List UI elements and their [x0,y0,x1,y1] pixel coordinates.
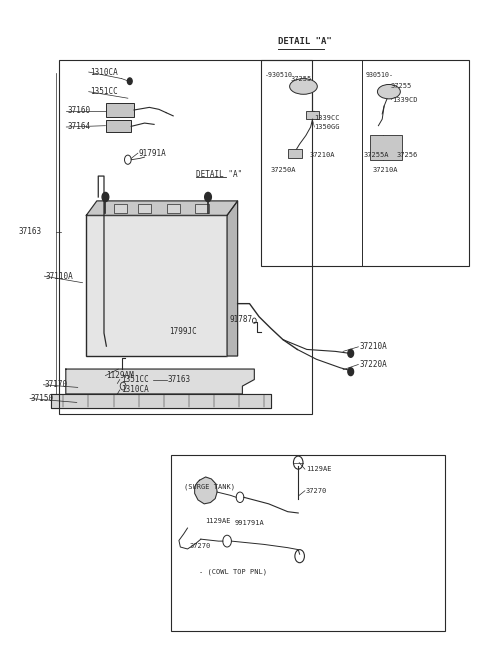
Text: 37220A: 37220A [360,360,387,369]
Circle shape [204,193,211,202]
Text: 1339CC: 1339CC [314,115,340,121]
Ellipse shape [289,79,317,95]
Text: 37270: 37270 [190,543,211,549]
Text: 37163: 37163 [18,227,41,236]
Ellipse shape [377,85,400,99]
Text: 1339CD: 1339CD [392,97,417,102]
Circle shape [348,368,354,376]
Bar [59,60,312,413]
Circle shape [102,193,109,202]
Text: 91787: 91787 [229,315,252,324]
Text: 37210A: 37210A [360,342,387,351]
Text: DETAIL "A": DETAIL "A" [278,37,332,46]
Text: 1129AE: 1129AE [306,466,331,472]
Text: 37256: 37256 [396,152,418,158]
Text: 37250A: 37250A [271,166,297,173]
Circle shape [127,78,132,85]
Polygon shape [51,394,271,408]
Text: 37110A: 37110A [45,271,73,281]
Text: 1310CA: 1310CA [120,386,148,394]
Bar [262,60,469,266]
Circle shape [348,350,354,357]
Polygon shape [195,477,217,504]
Text: 37210A: 37210A [372,166,398,173]
Text: 1129AM: 1129AM [107,371,134,380]
Polygon shape [227,201,238,356]
Text: 930510-: 930510- [365,72,394,78]
Polygon shape [66,369,254,394]
Text: 1129AE: 1129AE [205,518,231,524]
Bar [288,148,302,158]
Bar [167,204,180,213]
Bar [306,110,319,119]
Polygon shape [86,201,238,215]
Text: 37160: 37160 [67,106,90,115]
Text: 1351CC: 1351CC [120,375,148,384]
Bar [195,204,208,213]
Text: 37255: 37255 [390,83,411,89]
Text: 37170: 37170 [44,380,68,389]
Text: 37270: 37270 [306,487,327,494]
Text: 91791A: 91791A [139,148,167,158]
Text: 991791A: 991791A [234,520,264,526]
Text: 1350GG: 1350GG [314,124,340,130]
Bar [138,204,151,213]
Bar [171,455,445,631]
Text: 1351CC: 1351CC [90,87,118,96]
Text: 1310CA: 1310CA [90,68,118,77]
Bar [107,120,131,132]
Text: -930510: -930510 [265,72,293,78]
Bar [114,204,127,213]
Text: 37164: 37164 [67,122,90,131]
Text: (SURGE TANK): (SURGE TANK) [184,484,235,490]
Text: - (COWL TOP PNL): - (COWL TOP PNL) [199,568,267,575]
Bar [370,135,402,160]
Text: 37210A: 37210A [309,152,335,158]
Text: 1799JC: 1799JC [169,327,197,336]
Text: 37150: 37150 [31,394,54,403]
Text: 37255A: 37255A [363,152,389,158]
Text: DETAIL "A": DETAIL "A" [196,170,242,179]
Text: 37255: 37255 [290,76,312,81]
Bar [86,215,227,356]
Text: 37163: 37163 [168,375,191,384]
Bar [107,103,134,116]
